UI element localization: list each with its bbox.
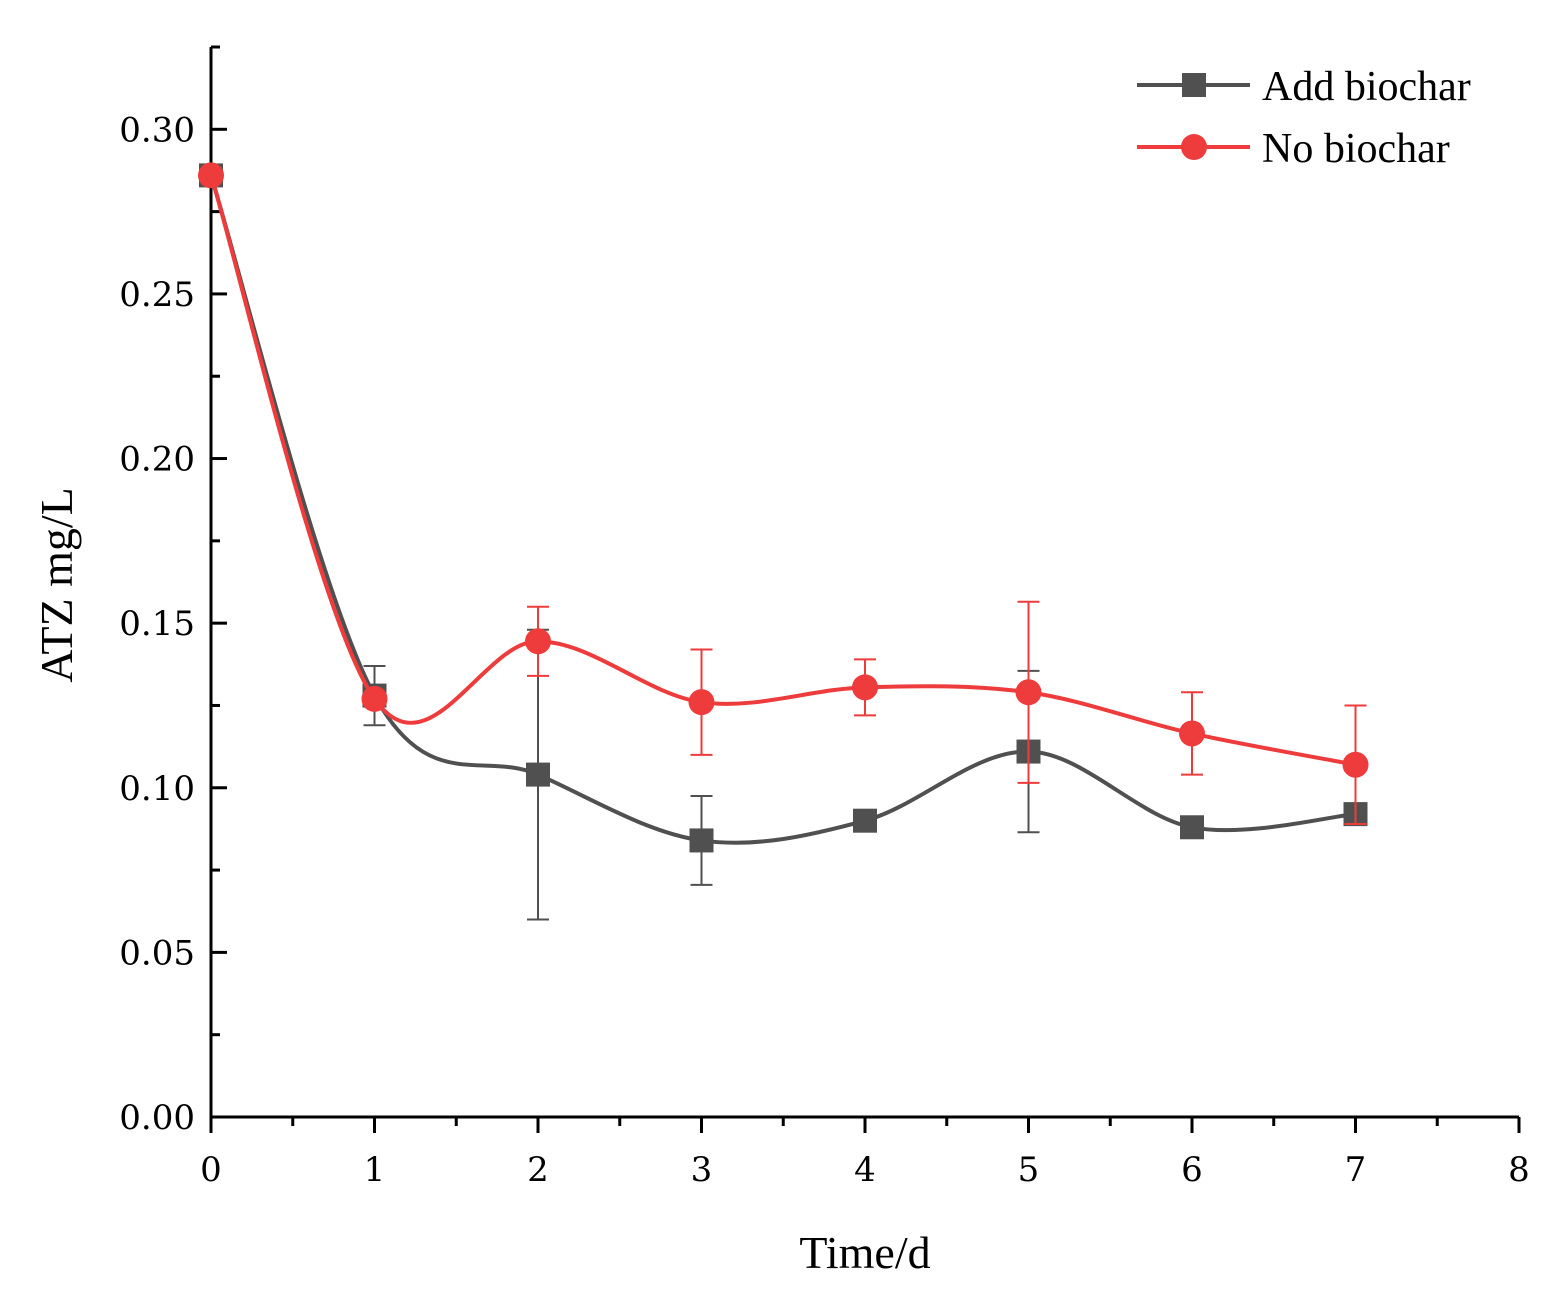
- data-point-square: [526, 762, 550, 787]
- data-point-circle: [688, 689, 715, 716]
- data-point-circle: [852, 674, 878, 701]
- data-point-square: [853, 808, 877, 833]
- x-axis-title: Time/d: [799, 1227, 930, 1278]
- data-point-square: [1180, 815, 1204, 840]
- y-tick-label: 0.05: [119, 933, 195, 973]
- y-tick-label: 0.20: [119, 440, 195, 480]
- x-tick-label: 1: [364, 1150, 386, 1190]
- x-tick-label: 3: [691, 1150, 713, 1190]
- legend-item-1: No biochar: [1137, 126, 1450, 172]
- x-tick-label: 0: [200, 1150, 222, 1190]
- legend-label: No biochar: [1262, 126, 1450, 172]
- x-tick-label: 7: [1345, 1150, 1367, 1190]
- legend-marker-circle: [1181, 134, 1207, 160]
- data-point-circle: [1179, 720, 1205, 747]
- data-point-circle: [361, 685, 388, 712]
- data-point-circle: [1342, 751, 1369, 778]
- y-tick-label: 0.10: [119, 769, 195, 809]
- y-tick-label: 0.25: [119, 275, 195, 315]
- y-tick-label: 0.15: [119, 604, 195, 644]
- legend: Add biochar No biochar: [1137, 64, 1471, 172]
- series-layer: [198, 162, 1369, 921]
- data-point-circle: [1015, 679, 1042, 706]
- legend-marker-square: [1182, 73, 1206, 97]
- x-tick-label: 8: [1508, 1150, 1530, 1190]
- legend-item-0: Add biochar: [1137, 64, 1471, 110]
- y-tick-label: 0.00: [119, 1098, 195, 1138]
- legend-label: Add biochar: [1262, 64, 1471, 110]
- data-point-circle: [198, 162, 224, 189]
- x-tick-label: 4: [854, 1150, 876, 1190]
- series-0: [199, 163, 1368, 921]
- series-line: [209, 174, 1356, 767]
- y-tick-label: 0.30: [119, 110, 195, 150]
- data-point-circle: [525, 628, 551, 655]
- x-tick-label: 2: [527, 1150, 549, 1190]
- axes: 0 1 2 3 4 5 6 7 8 0.00 0.05 0.10 0.15 0.20 0.25 0.30: [119, 45, 1530, 1190]
- data-point-square: [689, 828, 714, 853]
- series-1: [198, 162, 1369, 825]
- y-axis-title: ATZ mg/L: [31, 487, 82, 682]
- x-tick-label: 5: [1018, 1150, 1040, 1190]
- x-tick-label: 6: [1181, 1150, 1203, 1190]
